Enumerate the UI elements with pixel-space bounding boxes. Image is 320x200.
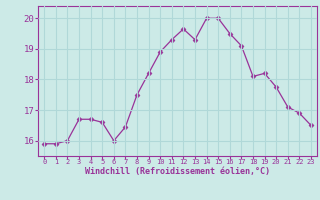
X-axis label: Windchill (Refroidissement éolien,°C): Windchill (Refroidissement éolien,°C) xyxy=(85,167,270,176)
